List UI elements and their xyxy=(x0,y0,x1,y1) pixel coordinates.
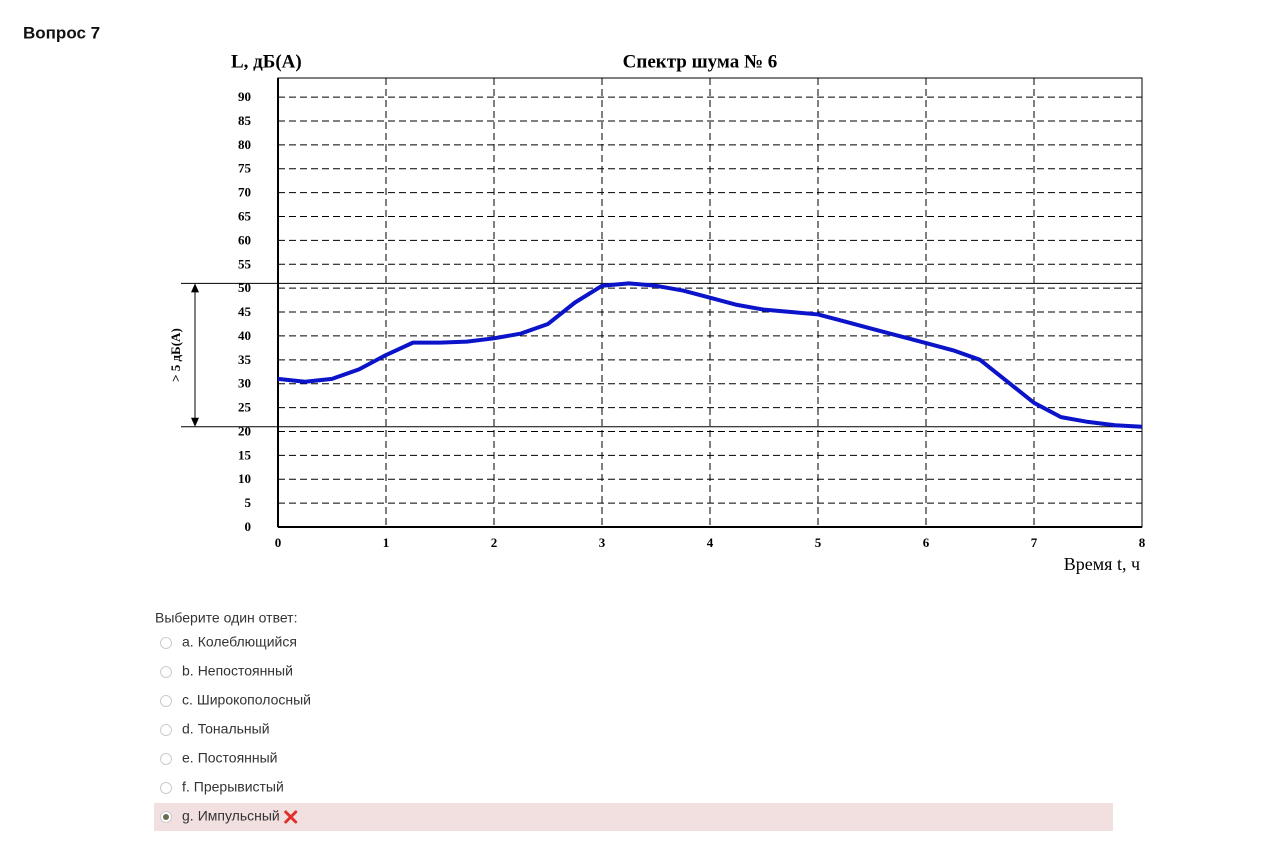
arrow-head xyxy=(191,283,199,293)
option-text[interactable]: Постоянный xyxy=(198,750,278,766)
y-tick-label: 20 xyxy=(238,423,251,438)
y-tick-label: 30 xyxy=(238,376,251,391)
option-letter[interactable]: a. xyxy=(182,634,194,650)
option-letter[interactable]: g. xyxy=(182,808,194,824)
radio-button[interactable] xyxy=(160,695,172,707)
x-tick-label: 3 xyxy=(599,535,606,550)
y-tick-label: 50 xyxy=(238,280,251,295)
x-axis-label: Время t, ч xyxy=(1064,554,1140,574)
selected-row xyxy=(154,803,1113,831)
y-axis-label: L, дБ(А) xyxy=(231,51,302,72)
data-line xyxy=(277,281,1143,429)
radio-button[interactable] xyxy=(160,782,172,794)
y-tick-label: 60 xyxy=(238,232,251,247)
x-tick-label: 4 xyxy=(707,535,714,550)
y-tick-label: 65 xyxy=(238,209,252,224)
x-tick-label: 1 xyxy=(383,535,390,550)
option-letter[interactable]: f. xyxy=(182,779,190,795)
incorrect-icon xyxy=(284,810,298,824)
y-tick-label: 90 xyxy=(238,89,251,104)
y-tick-label: 35 xyxy=(238,352,252,367)
x-tick-label: 5 xyxy=(815,535,822,550)
annotation: > 5 дБ(А) xyxy=(168,328,183,382)
option-text[interactable]: Непостоянный xyxy=(198,663,293,679)
y-tick-label: 40 xyxy=(238,328,251,343)
x-tick-label: 2 xyxy=(491,535,498,550)
y-tick-label: 70 xyxy=(238,185,251,200)
x-tick-label: 6 xyxy=(923,535,930,550)
option-letter[interactable]: d. xyxy=(182,721,194,737)
question-title: Вопрос 7 xyxy=(23,23,100,42)
y-tick-label: 80 xyxy=(238,137,251,152)
option-letter[interactable]: b. xyxy=(182,663,194,679)
option-letter[interactable]: c. xyxy=(182,692,193,708)
radio-dot xyxy=(163,814,169,820)
x-tick-label: 7 xyxy=(1031,535,1038,550)
y-tick-label: 55 xyxy=(238,256,252,271)
radio-button[interactable] xyxy=(160,666,172,678)
option-text[interactable]: Импульсный xyxy=(198,808,280,824)
radio-button[interactable] xyxy=(160,753,172,765)
x-tick-label: 0 xyxy=(275,535,282,550)
option-text[interactable]: Тональный xyxy=(198,721,270,737)
y-tick-label: 0 xyxy=(245,519,252,534)
y-tick-label: 25 xyxy=(238,400,252,415)
option-text[interactable]: Прерывистый xyxy=(194,779,284,795)
y-tick-label: 85 xyxy=(238,113,252,128)
chart-title: Спектр шума № 6 xyxy=(623,51,778,72)
y-tick-label: 15 xyxy=(238,447,252,462)
radio-button[interactable] xyxy=(160,724,172,736)
option-letter[interactable]: e. xyxy=(182,750,194,766)
option-text[interactable]: Колеблющийся xyxy=(198,634,297,650)
radio-button[interactable] xyxy=(160,637,172,649)
option-text[interactable]: Широкополосный xyxy=(197,692,311,708)
y-tick-label: 45 xyxy=(238,304,252,319)
y-tick-label: 75 xyxy=(238,161,252,176)
y-tick-label: 10 xyxy=(238,471,251,486)
arrow-head xyxy=(191,417,199,427)
answer-prompt: Выберите один ответ: xyxy=(155,610,297,626)
x-tick-label: 8 xyxy=(1139,535,1146,550)
y-tick-label: 5 xyxy=(245,495,252,510)
